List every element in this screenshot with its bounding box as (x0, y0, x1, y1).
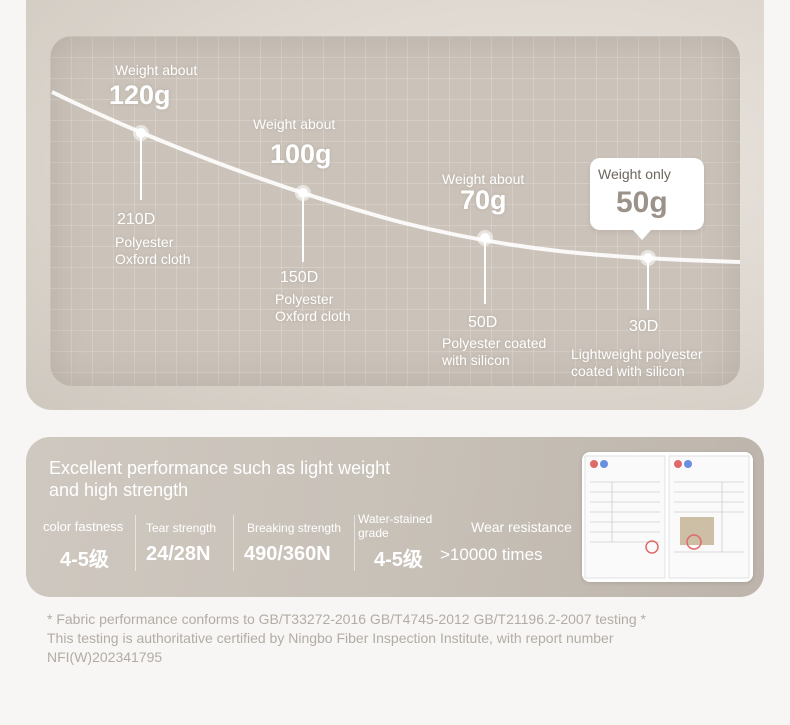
metric-divider (135, 515, 136, 571)
metric-value-color-fastness: 4-5级 (60, 549, 109, 571)
performance-title: Excellent performance such as light weig… (49, 458, 391, 500)
weight-prefix-1: Weight about (115, 62, 198, 78)
metric-divider (354, 515, 355, 571)
metric-value-water-stained-grade: 4-5级 (374, 549, 423, 571)
material-2: Polyester Oxford cloth (275, 291, 351, 324)
metric-divider (233, 515, 234, 571)
weight-curve (51, 90, 741, 310)
metric-label-water-stained-grade: Water-stained grade (358, 512, 433, 540)
material-4: Lightweight polyester coated with silicon (571, 346, 703, 379)
metric-label-color-fastness: color fastness (43, 519, 124, 534)
test-report-thumbnail (582, 452, 753, 582)
denier-4: 30D (629, 318, 659, 335)
weight-prefix-3: Weight about (442, 171, 525, 187)
metric-label-tear-strength: Tear strength (146, 521, 217, 535)
metric-value-tear-strength: 24/28N (146, 543, 211, 565)
metric-value-breaking-strength: 490/360N (244, 543, 331, 565)
metric-label-breaking-strength: Breaking strength (247, 521, 342, 535)
test-report-image-icon (584, 455, 750, 579)
weight-prefix-4: Weight only (598, 166, 671, 182)
metric-value-wear-resistance: >10000 times (440, 545, 543, 564)
denier-3: 50D (468, 314, 498, 331)
weight-value-2: 100g (270, 139, 332, 169)
material-1: Polyester Oxford cloth (115, 234, 191, 267)
weight-value-1: 120g (109, 80, 171, 110)
lightest-weight-callout: Weight only 50g (590, 158, 704, 240)
testing-footnote: * Fabric performance conforms to GB/T332… (47, 611, 646, 665)
material-3: Polyester coated with silicon (442, 335, 547, 368)
weight-prefix-2: Weight about (253, 116, 336, 132)
weight-value-3: 70g (460, 185, 507, 215)
performance-section: Excellent performance such as light weig… (26, 437, 764, 597)
denier-2: 150D (280, 269, 319, 286)
metric-label-wear-resistance: Wear resistance (471, 519, 572, 535)
denier-1: 210D (117, 211, 156, 228)
weight-value-4: 50g (616, 186, 668, 219)
